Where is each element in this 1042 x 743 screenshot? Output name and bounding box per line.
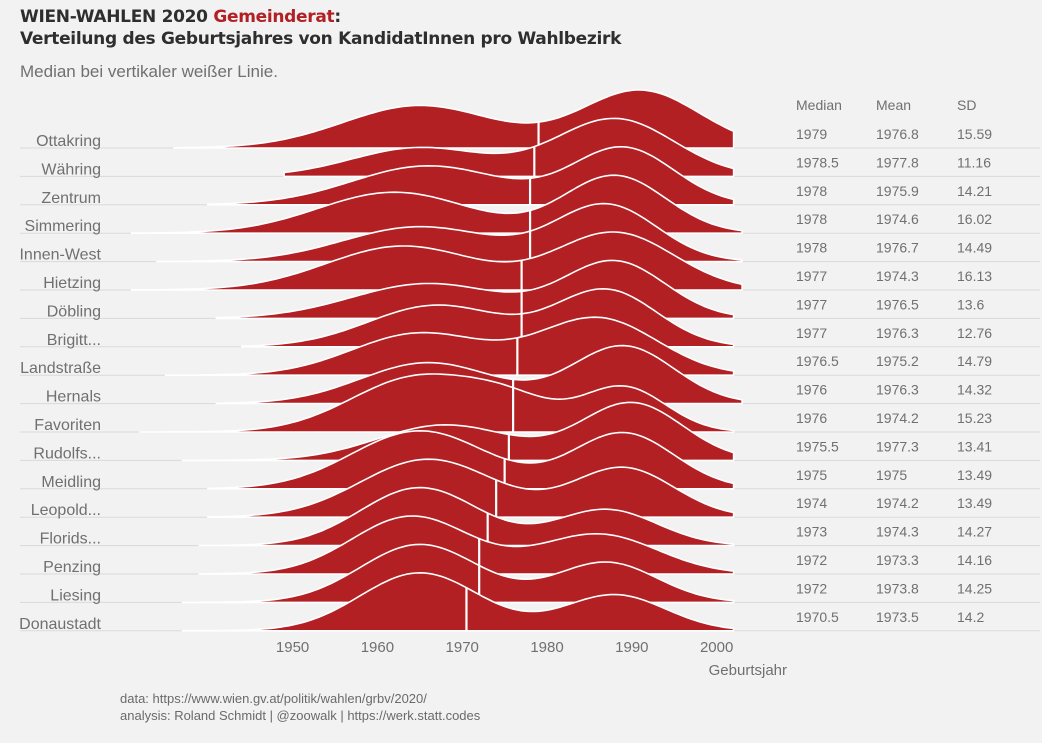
row-label: Favoriten [34,417,101,434]
table-median: 1978.5 [796,154,839,170]
caption-author: analysis: Roland Schmidt | @zoowalk | ht… [120,708,481,723]
title-accent: Gemeinderat [213,7,335,27]
chart-title-line2: Verteilung des Geburtsjahres von Kandida… [20,29,622,49]
table-median: 1978 [796,183,827,199]
table-mean: 1974.3 [876,524,919,540]
table-mean: 1974.2 [876,410,919,426]
x-tick-label: 1960 [361,639,394,656]
row-label: Hietzing [43,275,101,292]
table-median: 1973 [796,524,827,540]
row-label: Landstraße [20,360,101,377]
ridge-florids- [198,486,735,547]
caption: data: https://www.wien.gv.at/politik/wah… [120,690,480,724]
table-header-mean: Mean [876,97,911,113]
row-label: Hernals [46,389,101,406]
title-prefix: WIEN-WAHLEN 2020 [20,7,214,27]
table-mean: 1973.5 [876,609,919,625]
table-sd: 13.49 [957,467,992,483]
row-label: Ottakring [36,133,101,150]
table-mean: 1977.3 [876,438,919,454]
table-mean: 1974.6 [876,211,919,227]
table-mean: 1976.5 [876,296,919,312]
table-median: 1979 [796,126,827,142]
row-label: Döbling [47,303,101,320]
table-median: 1976 [796,382,827,398]
table-median: 1977 [796,296,827,312]
table-mean: 1974.2 [876,495,919,511]
table-mean: 1973.8 [876,580,919,596]
table-median: 1977 [796,268,827,284]
table-sd: 16.13 [957,268,992,284]
table-mean: 1977.8 [876,154,919,170]
table-sd: 14.2 [957,609,984,625]
title-block: WIEN-WAHLEN 2020 Gemeinderat: Verteilung… [20,6,621,50]
chart-title: WIEN-WAHLEN 2020 Gemeinderat: [20,6,621,28]
table-mean: 1975.2 [876,353,919,369]
ridge-leopold- [207,458,735,518]
table-sd: 12.76 [957,325,992,341]
chart-subtitle: Median bei vertikaler weißer Linie. [20,62,278,81]
table-sd: 14.16 [957,552,992,568]
table-median: 1976.5 [796,353,839,369]
table-median: 1978 [796,211,827,227]
table-mean: 1976.7 [876,240,919,256]
table-mean: 1975 [876,467,907,483]
table-sd: 13.49 [957,495,992,511]
row-label: Penzing [43,559,101,576]
table-median: 1974 [796,495,827,511]
ridge-liesing [181,543,735,604]
table-sd: 14.49 [957,240,992,256]
table-sd: 14.79 [957,353,992,369]
table-mean: 1974.3 [876,268,919,284]
table-header-median: Median [796,97,842,113]
table-sd: 11.16 [957,154,991,170]
ridge-favoriten [139,373,735,433]
table-median: 1975.5 [796,438,839,454]
table-sd: 14.32 [957,382,992,398]
row-label: Donaustadt [19,616,101,633]
title-suffix: : [334,7,341,27]
table-sd: 15.59 [957,126,992,142]
table-sd: 13.41 [957,438,992,454]
x-tick-label: 1990 [615,639,648,656]
table-median: 1976 [796,410,827,426]
row-label: Florids... [40,531,101,548]
table-mean: 1976.3 [876,325,919,341]
table-median: 1972 [796,580,827,596]
table-sd: 14.25 [957,580,992,596]
row-label: Zentrum [41,190,101,207]
x-tick-label: 1970 [446,639,479,656]
row-label: Leopold... [31,502,101,519]
ridge-penzing [198,515,735,575]
table-median: 1970.5 [796,609,839,625]
table-sd: 14.21 [957,183,992,199]
row-label: Liesing [50,587,101,604]
table-sd: 16.02 [957,211,992,227]
x-tick-label: 1950 [276,639,309,656]
table-median: 1975 [796,467,827,483]
caption-source: data: https://www.wien.gv.at/politik/wah… [120,691,427,706]
table-mean: 1976.8 [876,126,919,142]
table-mean: 1975.9 [876,183,919,199]
ridge-donaustadt [181,572,735,632]
row-label: Brigitt... [47,332,101,349]
x-tick-label: 2000 [700,639,733,656]
table-median: 1972 [796,552,827,568]
table-sd: 15.23 [957,410,992,426]
x-tick-label: 1980 [530,639,563,656]
table-mean: 1973.3 [876,552,919,568]
row-label: Meidling [41,474,101,491]
table-sd: 13.6 [957,296,984,312]
row-label: Innen-West [19,247,101,264]
row-label: Währing [41,161,101,178]
table-sd: 14.27 [957,524,992,540]
row-label: Rudolfs... [33,445,101,462]
x-axis-title: Geburtsjahr [709,662,787,679]
table-median: 1978 [796,240,827,256]
table-median: 1977 [796,325,827,341]
table-mean: 1976.3 [876,382,919,398]
table-header-sd: SD [957,97,976,113]
row-label: Simmering [25,218,101,235]
